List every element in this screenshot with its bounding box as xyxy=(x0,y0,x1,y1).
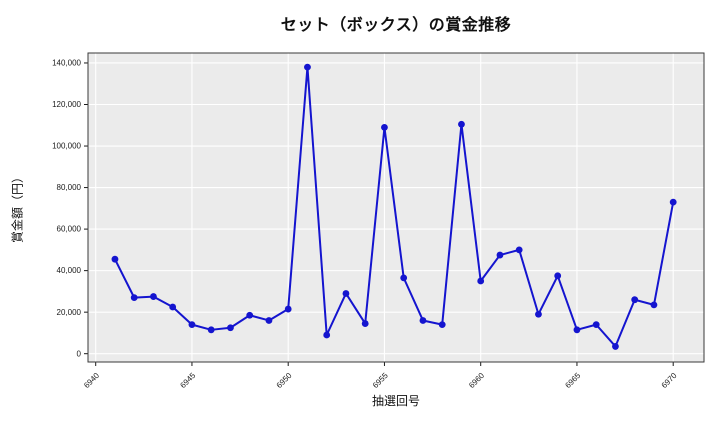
y-tick-label: 140,000 xyxy=(52,59,81,68)
x-tick-label: 6965 xyxy=(563,371,582,390)
data-point xyxy=(381,123,388,131)
data-point xyxy=(592,321,600,329)
data-point xyxy=(419,317,427,324)
data-point xyxy=(207,326,215,334)
data-point xyxy=(669,198,677,206)
y-tick-label: 120,000 xyxy=(52,100,81,109)
data-point xyxy=(304,63,311,71)
data-point xyxy=(554,272,562,280)
data-point xyxy=(438,321,446,329)
data-point xyxy=(612,343,619,350)
data-point xyxy=(188,321,196,329)
plot-frame xyxy=(87,52,705,363)
data-point xyxy=(515,246,523,254)
data-point xyxy=(227,324,234,332)
y-tick-label: 40,000 xyxy=(57,266,82,275)
data-point xyxy=(111,255,119,263)
y-tick-label: 80,000 xyxy=(57,183,82,192)
y-tick-label: 60,000 xyxy=(57,225,82,234)
data-point xyxy=(400,274,408,282)
chart-title: セット（ボックス）の賞金推移 xyxy=(280,17,512,34)
y-tick-label: 0 xyxy=(77,349,82,358)
data-point xyxy=(323,331,331,339)
data-point xyxy=(150,293,157,300)
x-tick-label: 6945 xyxy=(178,371,197,390)
y-axis-label: 賞金額（円） xyxy=(10,170,25,244)
x-tick-label: 6950 xyxy=(275,371,294,390)
x-axis-label: 抽選回号 xyxy=(371,394,420,408)
x-tick-label: 6960 xyxy=(467,371,486,390)
data-point xyxy=(458,120,465,128)
x-tick-label: 6940 xyxy=(82,371,101,390)
data-point xyxy=(342,290,350,297)
x-tick-label: 6970 xyxy=(660,371,679,390)
data-point xyxy=(169,303,177,311)
data-point xyxy=(130,294,138,302)
data-point xyxy=(246,311,254,319)
data-point xyxy=(477,277,485,285)
data-point xyxy=(284,305,292,313)
plot-background xyxy=(88,53,704,362)
x-tick-label: 6955 xyxy=(371,371,390,390)
y-tick-label: 100,000 xyxy=(52,142,81,151)
data-point xyxy=(361,320,369,327)
data-point xyxy=(265,317,273,324)
data-point xyxy=(496,251,504,259)
data-point xyxy=(535,310,542,318)
data-point xyxy=(631,296,639,304)
y-tick-label: 20,000 xyxy=(57,308,82,317)
data-point xyxy=(650,301,658,309)
data-point xyxy=(573,326,581,334)
